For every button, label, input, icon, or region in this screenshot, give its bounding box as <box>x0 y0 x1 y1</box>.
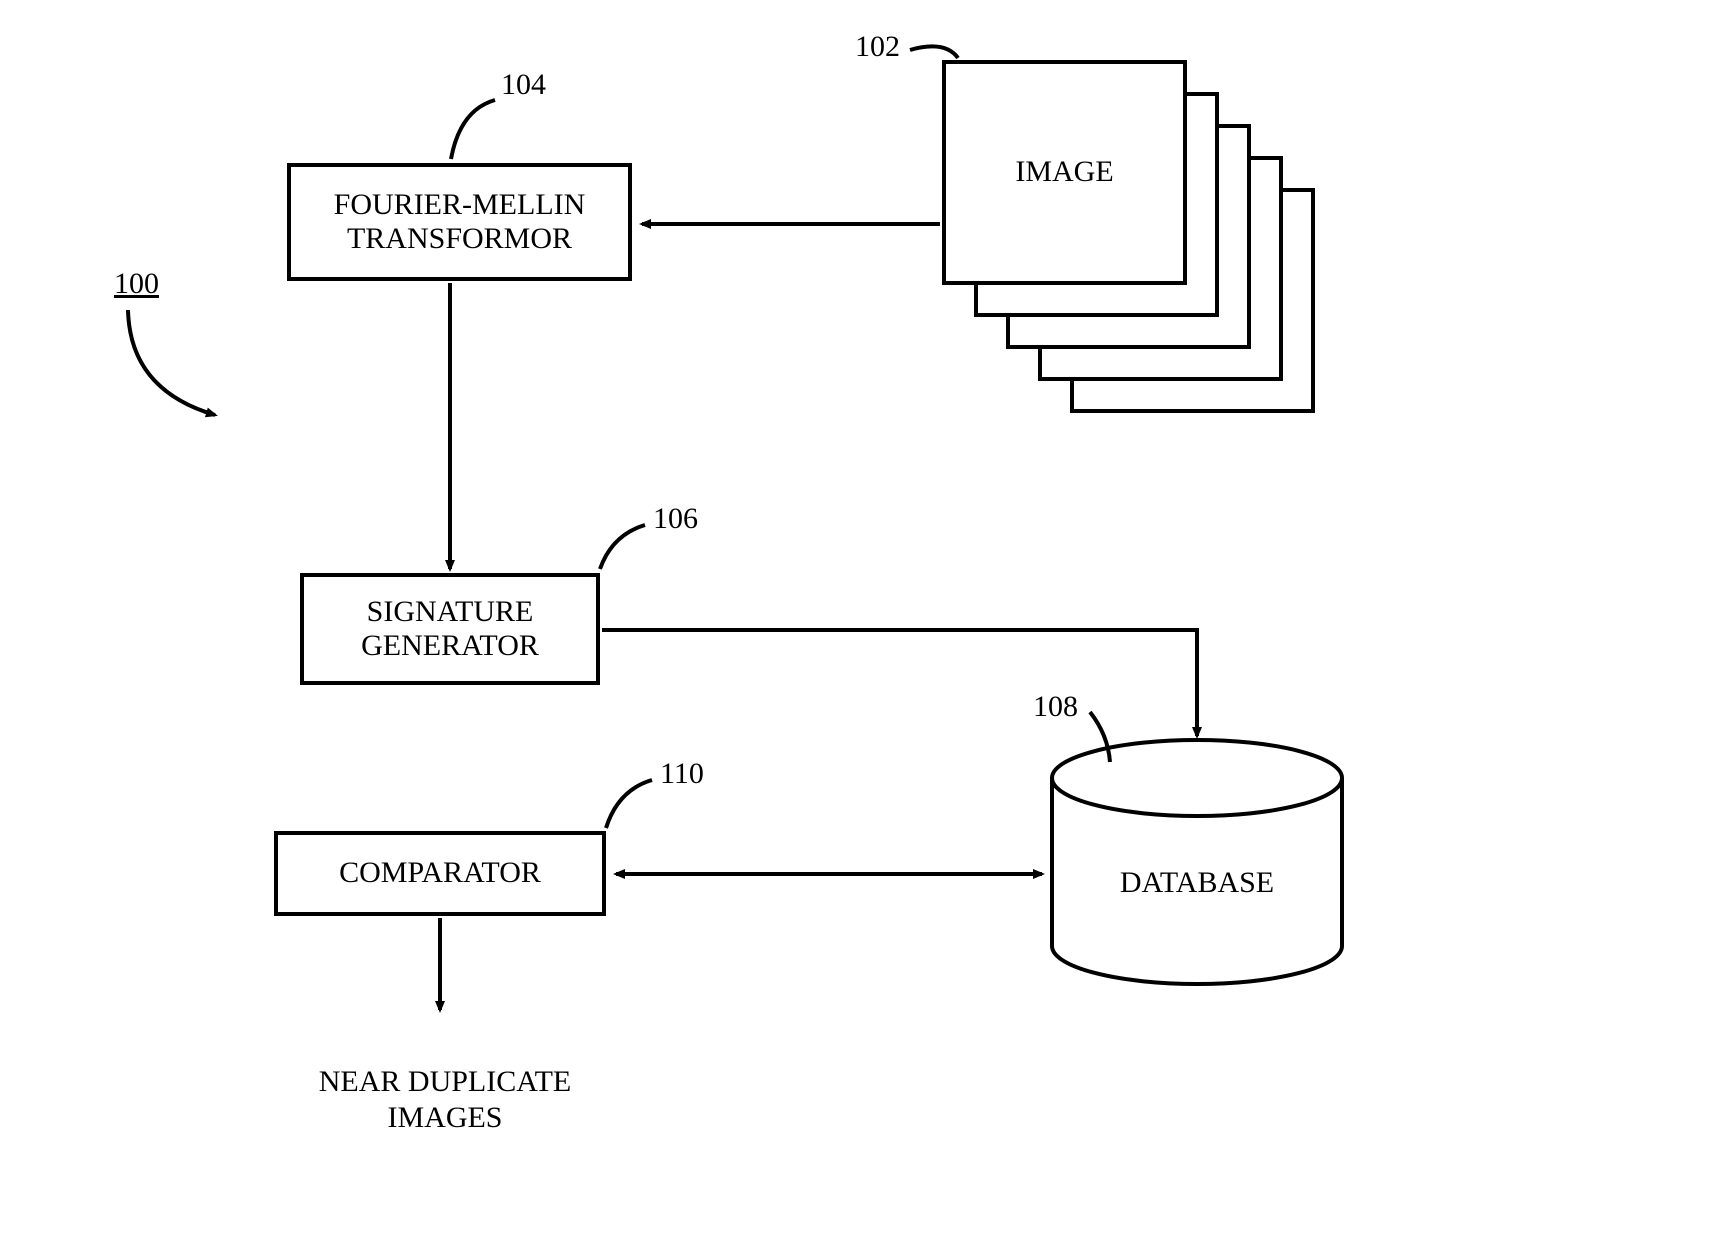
comparator-box: COMPARATOR <box>274 831 606 916</box>
image-stack-front: IMAGE <box>942 60 1187 285</box>
database-label-text: DATABASE <box>1120 866 1274 899</box>
leader-102 <box>910 46 958 58</box>
signature-box: SIGNATURE GENERATOR <box>300 573 600 685</box>
image-ref: 102 <box>855 30 900 64</box>
leader-104 <box>451 100 495 159</box>
database-cylinder <box>1052 740 1342 984</box>
leader-108 <box>1090 712 1110 762</box>
output-label: NEAR DUPLICATE IMAGES <box>245 1028 645 1136</box>
comparator-ref: 110 <box>660 757 704 791</box>
signature-ref: 106 <box>653 502 698 536</box>
image-label: IMAGE <box>1015 155 1113 190</box>
leader-110 <box>606 780 652 828</box>
leader-106 <box>600 525 645 569</box>
fourier-box: FOURIER-MELLIN TRANSFORMOR <box>287 163 632 281</box>
edge-signature-to-database <box>602 630 1197 736</box>
flowchart-diagram: IMAGE FOURIER-MELLIN TRANSFORMOR SIGNATU… <box>0 0 1728 1249</box>
signature-label: SIGNATURE GENERATOR <box>361 595 539 664</box>
comparator-label: COMPARATOR <box>339 856 541 891</box>
leader-100 <box>128 310 215 415</box>
fourier-label: FOURIER-MELLIN TRANSFORMOR <box>334 188 586 257</box>
database-ref: 108 <box>1033 690 1078 724</box>
fourier-ref: 104 <box>501 68 546 102</box>
system-ref: 100 <box>114 267 159 301</box>
